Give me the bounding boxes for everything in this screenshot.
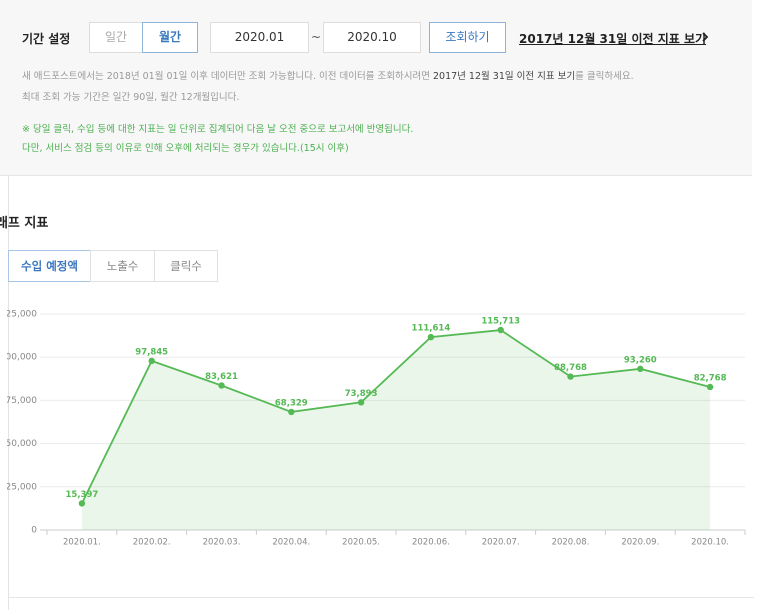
- period-tab[interactable]: 일간: [89, 22, 143, 53]
- notice-text: 새 애드포스트에서는 2018년 01월 01일 이후 데이터만 조회 가능합니…: [22, 71, 433, 82]
- alert-line: 다만, 서비스 점검 등의 이유로 인해 오후에 처리되는 경우가 있습니다.(…: [22, 143, 349, 154]
- start-date[interactable]: 2020.01: [210, 22, 309, 53]
- data-label: 88,768: [554, 363, 587, 373]
- data-label: 82,768: [694, 373, 727, 383]
- notice-line: 최대 조회 가능 기간은 일간 90일, 월간 12개월입니다.: [22, 92, 240, 103]
- x-tick-label: 2020.10.: [691, 538, 729, 548]
- x-tick-label: 2020.09.: [621, 538, 659, 548]
- x-tick-label: 2020.05.: [342, 538, 380, 548]
- section-title: 그래프 지표: [0, 216, 49, 231]
- data-label: 111,614: [412, 324, 451, 334]
- y-tick-label: 100,000: [0, 353, 37, 363]
- data-label: 97,845: [135, 347, 168, 357]
- chart: 0 25,000 50,000 75,000 100,000 125,000 2020.0…: [0, 310, 746, 548]
- point: [706, 383, 714, 391]
- divider: [9, 597, 754, 598]
- data-label: 68,329: [275, 398, 308, 408]
- point: [148, 357, 155, 365]
- point: [427, 333, 435, 341]
- point: [637, 365, 644, 373]
- y-tick-label: 125,000: [0, 310, 37, 320]
- y-tick-label: 50,000: [6, 439, 38, 449]
- chevron-icon: [702, 32, 709, 42]
- point: [357, 399, 365, 406]
- separator: ~: [311, 30, 322, 44]
- line: [81, 329, 711, 504]
- x-tick-label: 2020.01.: [63, 538, 101, 548]
- x-tick-label: 2020.07.: [482, 538, 520, 548]
- x-tick-label: 2020.03.: [203, 538, 241, 548]
- x-tick-label: 2020.02.: [133, 538, 171, 548]
- data-label: 93,260: [624, 355, 657, 365]
- x-tick-label: 2020.08.: [552, 538, 590, 548]
- divider: [8, 176, 9, 610]
- point: [567, 373, 574, 380]
- point: [78, 500, 86, 507]
- notice-link[interactable]: 2017년 12월 31일 이전 지표 보기: [433, 71, 576, 82]
- point: [218, 382, 225, 389]
- y-axis-labels: 0 25,000 50,000 75,000 100,000 125,000: [0, 310, 38, 536]
- notice-text: 를 클릭하세요.: [575, 71, 634, 82]
- point: [497, 326, 504, 334]
- filter-panel: 기간 설정 일간 월간 2020.01 ~ 2020.10 조회하기 2017년…: [0, 0, 752, 176]
- area: [81, 330, 711, 530]
- data-label: 15,397: [65, 490, 98, 500]
- x-tick-label: 2020.04.: [272, 538, 310, 548]
- search-button[interactable]: 조회하기: [429, 22, 506, 53]
- metric-tab[interactable]: 수입 예정액: [8, 250, 91, 282]
- metric-tab[interactable]: 클릭수: [154, 250, 218, 282]
- notice-line: 새 애드포스트에서는 2018년 01월 01일 이후 데이터만 조회 가능합니…: [22, 68, 634, 82]
- data-label: 115,713: [481, 317, 520, 327]
- legacy-link[interactable]: 2017년 12월 31일 이전 지표 보기: [519, 32, 707, 46]
- y-tick-label: 25,000: [6, 482, 38, 492]
- data-label: 83,621: [205, 372, 238, 382]
- point: [288, 408, 295, 416]
- x-tick-label: 2020.06.: [412, 538, 450, 548]
- y-tick-label: 75,000: [6, 396, 38, 406]
- y-tick-label: 0: [31, 526, 37, 536]
- period-label: 기간 설정: [22, 32, 71, 46]
- data-label: 73,893: [345, 389, 378, 399]
- end-date[interactable]: 2020.10: [323, 22, 421, 53]
- alert-line: ※ 당일 클릭, 수입 등에 대한 지표는 일 단위로 집계되어 다음 날 오전…: [22, 124, 414, 135]
- period-tab[interactable]: 월간: [142, 22, 198, 53]
- metric-tab[interactable]: 노출수: [90, 250, 155, 282]
